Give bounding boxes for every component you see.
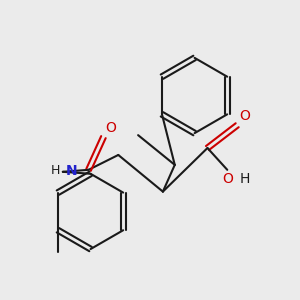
Text: N: N — [66, 164, 77, 178]
Text: O: O — [105, 121, 116, 135]
Text: O: O — [239, 109, 250, 123]
Text: H: H — [50, 164, 60, 177]
Text: H: H — [239, 172, 250, 186]
Text: O: O — [222, 172, 233, 186]
